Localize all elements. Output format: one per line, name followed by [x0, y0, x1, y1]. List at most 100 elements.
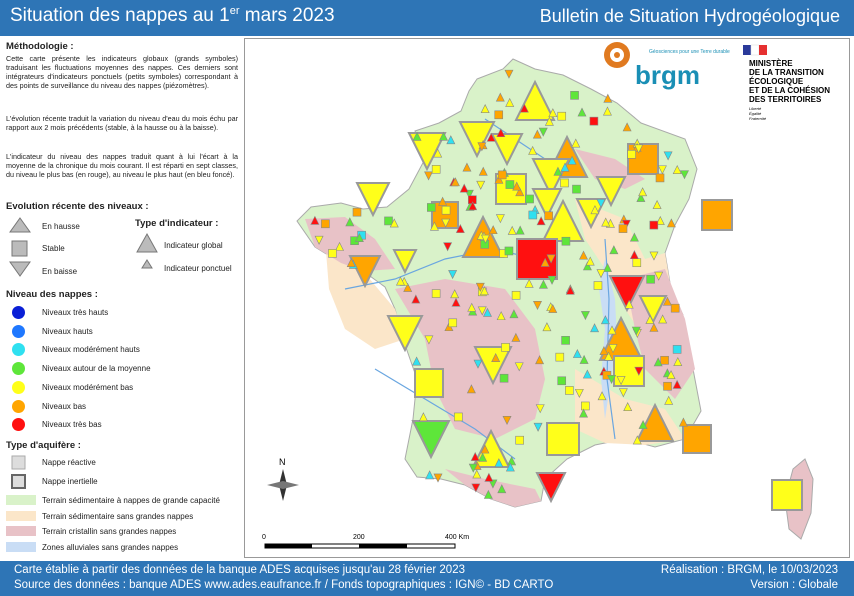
point-indicator-36	[448, 270, 458, 280]
point-indicator-228	[553, 166, 563, 176]
point-indicator-37	[571, 138, 581, 148]
point-indicator-27	[672, 379, 682, 389]
page-subtitle: Bulletin de Situation Hydrogéologique	[539, 6, 840, 26]
point-indicator-118	[629, 250, 639, 260]
point-indicator-189	[532, 129, 542, 139]
point-indicator-172	[655, 173, 665, 183]
point-indicator-49	[441, 205, 451, 215]
point-indicator-175	[561, 336, 570, 345]
point-indicator-17	[574, 389, 584, 399]
point-indicator-163	[560, 162, 570, 172]
point-indicator-131	[491, 353, 501, 362]
france-map: N 0 200 400 Km brgm Géosciences pour une…	[245, 39, 849, 557]
global-indicator-31	[531, 188, 563, 220]
point-indicator-152	[664, 395, 674, 405]
evolution-stable-label: Stable	[42, 244, 65, 253]
point-indicator-12	[572, 348, 582, 358]
point-indicator-30	[660, 355, 669, 365]
point-indicator-155	[354, 233, 364, 242]
point-indicator-96	[501, 343, 510, 352]
point-indicator-208	[468, 463, 478, 473]
point-indicator-100	[663, 381, 672, 391]
point-indicator-74	[477, 306, 487, 316]
point-indicator-135	[470, 451, 480, 461]
point-indicator-229	[618, 224, 628, 233]
point-indicator-215	[512, 181, 522, 191]
point-indicator-224	[480, 234, 490, 244]
point-indicator-127	[666, 218, 676, 228]
level-swatch-6	[12, 418, 25, 432]
point-indicator-136	[601, 217, 611, 227]
point-indicator-14	[476, 180, 486, 190]
point-indicator-149	[486, 132, 496, 142]
point-indicator-116	[502, 416, 512, 425]
point-indicator-150	[572, 184, 581, 194]
global-indicator-15	[608, 275, 646, 313]
global-indicator-24	[546, 422, 580, 456]
point-indicator-11	[480, 104, 490, 113]
point-indicator-42	[494, 174, 504, 184]
point-indicator-103	[514, 362, 524, 372]
point-indicator-47	[678, 417, 688, 427]
point-indicator-25	[335, 241, 345, 251]
point-indicator-188	[634, 144, 644, 154]
point-indicator-161	[511, 290, 521, 300]
point-indicator-129	[505, 462, 515, 472]
point-indicator-214	[346, 257, 356, 267]
point-indicator-90	[384, 216, 393, 226]
point-indicator-185	[528, 145, 538, 155]
terrain-swatch-3	[6, 541, 36, 552]
point-indicator-209	[488, 225, 498, 235]
point-indicator-0	[496, 311, 506, 321]
point-indicator-226	[496, 128, 506, 138]
point-indicator-89	[427, 203, 436, 212]
brgm-logo: brgm Géosciences pour une Terre durable	[604, 42, 730, 90]
point-indicator-102	[638, 419, 648, 429]
point-indicator-137	[646, 274, 655, 284]
point-indicator-160	[638, 187, 648, 197]
point-indicator-50	[616, 376, 626, 386]
global-indicator-1	[407, 132, 447, 172]
point-indicator-154	[565, 386, 574, 395]
point-indicator-202	[622, 122, 632, 132]
point-indicator-19	[649, 322, 659, 332]
point-indicator-7	[478, 166, 488, 176]
global-indicator-3	[490, 133, 524, 167]
point-indicator-170	[547, 275, 557, 285]
level-swatch-2	[12, 343, 25, 357]
point-indicator-88	[425, 470, 435, 480]
point-indicator-210	[411, 294, 421, 304]
point-indicator-82	[544, 116, 554, 126]
ministry-line-2: DE LA TRANSITION	[749, 68, 824, 77]
motto-line-1: Liberté	[749, 106, 762, 111]
point-indicator-106	[459, 183, 469, 193]
point-indicator-66	[403, 282, 413, 292]
level-label-1: Niveaux hauts	[42, 326, 93, 336]
point-indicator-45	[515, 187, 525, 197]
aquifer-inertial-label: Nappe inertielle	[42, 477, 98, 486]
point-indicator-153	[505, 180, 515, 189]
global-indicator-symbol	[136, 232, 158, 253]
point-indicator-213	[535, 404, 545, 414]
ministry-line-4: ET DE LA COHÉSION	[749, 86, 830, 95]
point-indicator-121	[602, 106, 612, 116]
point-indicator-176	[670, 303, 680, 313]
indicator-point-label: Indicateur ponctuel	[164, 264, 232, 273]
point-indicator-174	[618, 388, 628, 398]
aquifer-reactive-label: Nappe réactive	[42, 458, 96, 467]
level-label-6: Niveaux très bas	[42, 420, 102, 430]
brgm-tagline: Géosciences pour une Terre durable	[649, 49, 730, 55]
ministry-logo: MINISTÈRE DE LA TRANSITION ÉCOLOGIQUE ET…	[743, 44, 830, 121]
aquifer-title: Type d'aquifère :	[6, 440, 81, 451]
indicator-symbols-layer	[310, 69, 803, 511]
point-indicator-199	[466, 384, 476, 394]
point-indicator-205	[455, 223, 465, 233]
terrain-vosges	[575, 149, 645, 189]
terrain-massif-central	[395, 279, 545, 439]
motto-line-3: Fraternité	[749, 116, 767, 121]
point-indicator-221	[589, 116, 599, 126]
scale-label-200: 200	[353, 534, 365, 541]
point-indicator-33	[632, 258, 642, 268]
evolution-symbols	[9, 217, 31, 277]
level-label-0: Niveaux très hauts	[42, 308, 109, 317]
